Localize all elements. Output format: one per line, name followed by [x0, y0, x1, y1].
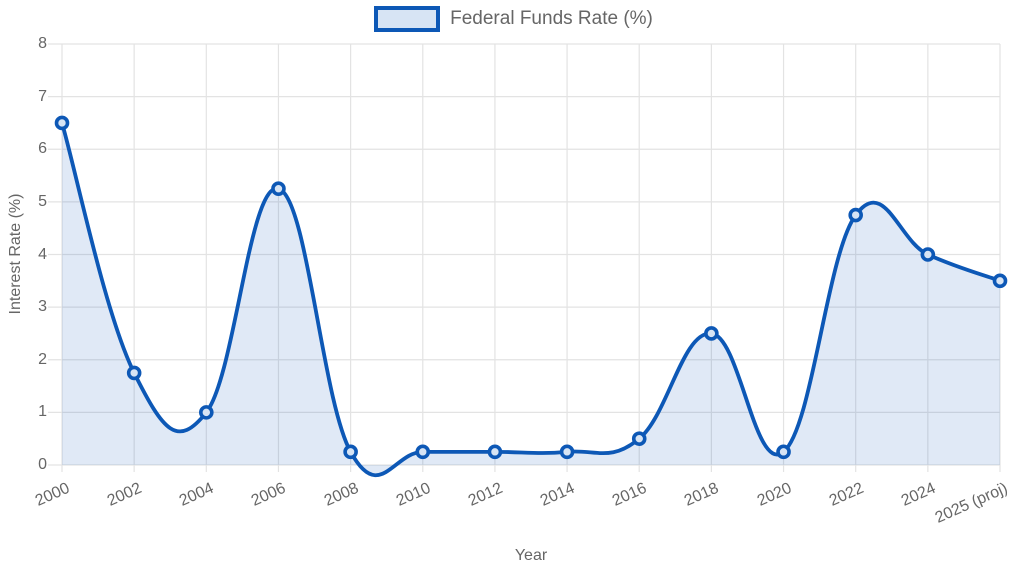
data-point-marker	[920, 247, 936, 262]
legend-swatch	[374, 6, 441, 32]
y-tick-label: 1	[38, 403, 47, 421]
data-point-marker	[992, 273, 1008, 289]
data-point-marker	[631, 431, 647, 446]
y-tick-label: 0	[38, 456, 47, 473]
data-point-marker	[54, 115, 70, 131]
data-point-marker	[126, 365, 142, 381]
legend-item-federal-funds-rate[interactable]: Federal Funds Rate (%)	[0, 6, 1027, 32]
data-point-marker	[343, 444, 358, 460]
y-tick-label: 4	[38, 245, 47, 263]
legend-label: Federal Funds Rate (%)	[450, 8, 653, 29]
y-tick-label: 3	[38, 298, 47, 316]
y-tick-label: 7	[38, 87, 47, 105]
y-tick-label: 6	[38, 140, 47, 158]
data-point-marker	[776, 444, 791, 460]
data-point-marker	[199, 405, 214, 420]
area-fill	[62, 122, 1000, 476]
data-point-marker	[704, 326, 719, 341]
x-axis-title: Year	[514, 547, 548, 564]
y-tick-label: 2	[38, 350, 47, 368]
data-point-marker	[271, 181, 286, 197]
data-point-marker	[415, 444, 431, 460]
data-point-marker	[487, 444, 503, 460]
data-point-marker	[848, 207, 863, 223]
y-axis-title: Interest Rate (%)	[7, 193, 24, 315]
data-point-marker	[559, 444, 575, 460]
y-tick-label: 8	[38, 35, 47, 52]
y-tick-label: 5	[38, 192, 47, 210]
